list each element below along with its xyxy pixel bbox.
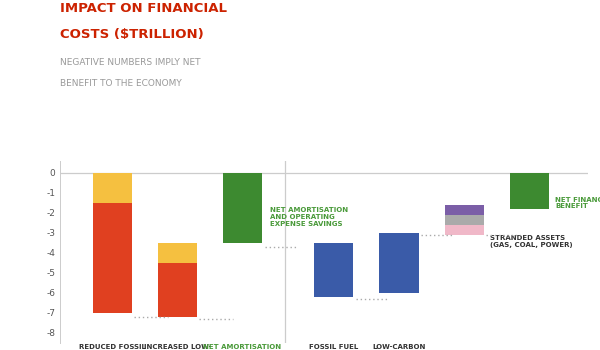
Text: NET AMORTISATION
AND OPERATING
EXPENSE SAVINGS: NET AMORTISATION AND OPERATING EXPENSE S… (203, 344, 281, 350)
Bar (445, 205, 484, 215)
Text: LOW-CARBON
FINANCE COST: LOW-CARBON FINANCE COST (370, 344, 428, 350)
Text: NET FINANCIAL
BENEFIT: NET FINANCIAL BENEFIT (556, 196, 600, 210)
Bar (158, 263, 197, 317)
Text: NET AMORTISATION
AND OPERATING
EXPENSE SAVINGS: NET AMORTISATION AND OPERATING EXPENSE S… (270, 207, 348, 227)
Text: COSTS ($TRILLION): COSTS ($TRILLION) (60, 28, 204, 41)
Bar (445, 215, 484, 225)
Text: BENEFIT TO THE ECONOMY: BENEFIT TO THE ECONOMY (60, 79, 182, 88)
Bar (92, 173, 132, 203)
Bar (223, 173, 262, 243)
Text: FOSSIL FUEL
FINANCE COST: FOSSIL FUEL FINANCE COST (305, 344, 363, 350)
Bar (445, 225, 484, 235)
Bar (379, 233, 419, 293)
Bar (92, 203, 132, 313)
Text: NEGATIVE NUMBERS IMPLY NET: NEGATIVE NUMBERS IMPLY NET (60, 58, 200, 67)
Bar (158, 243, 197, 263)
Text: STRANDED ASSETS
(GAS, COAL, POWER): STRANDED ASSETS (GAS, COAL, POWER) (490, 235, 573, 248)
Bar (314, 243, 353, 297)
Bar (510, 173, 549, 209)
Text: INCREASED LOW-
CARBON EXPENSE: INCREASED LOW- CARBON EXPENSE (142, 344, 213, 350)
Text: REDUCED FOSSIL
FUEL EXPENSE: REDUCED FOSSIL FUEL EXPENSE (79, 344, 146, 350)
Text: IMPACT ON FINANCIAL: IMPACT ON FINANCIAL (60, 2, 227, 15)
